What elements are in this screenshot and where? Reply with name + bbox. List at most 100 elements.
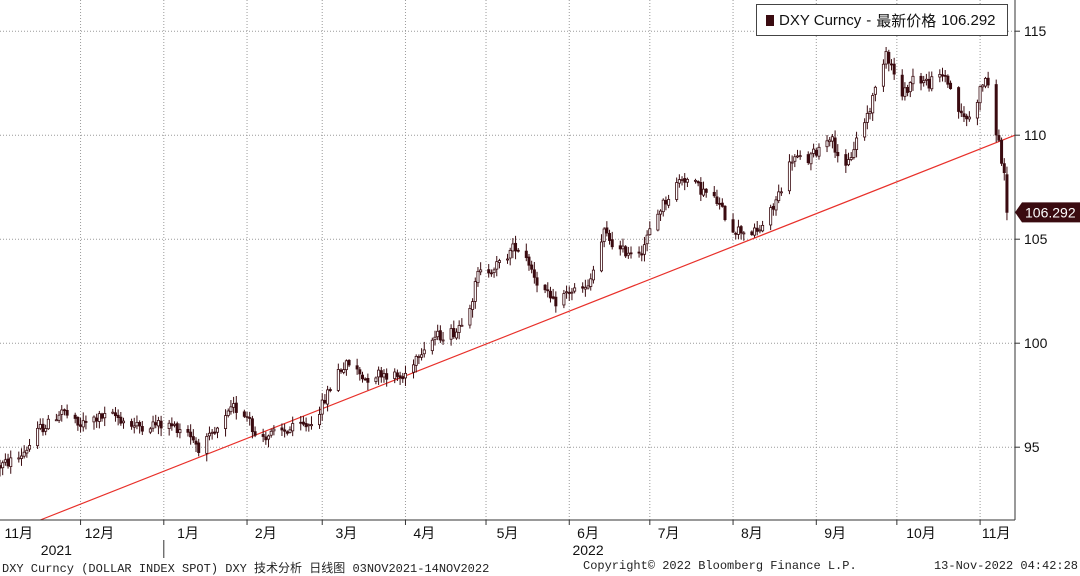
candle-body-up	[173, 423, 177, 426]
candle-body-up	[412, 364, 416, 373]
candle-body-up	[621, 245, 625, 250]
candle-body-up	[81, 420, 85, 428]
candle-body-down	[355, 365, 359, 370]
candle-body-up	[492, 269, 496, 274]
candle-body-up	[326, 389, 330, 405]
trendline-layer	[40, 134, 1016, 521]
candles	[0, 47, 1009, 477]
candle-body-down	[997, 135, 1001, 141]
candle-body-down	[283, 429, 287, 432]
candle-body-up	[224, 415, 228, 429]
candle-body-down	[516, 249, 520, 252]
candle-body-down	[946, 75, 950, 85]
candle-body-up	[17, 457, 21, 460]
candle-body-up	[599, 241, 603, 272]
candle-body-up	[852, 149, 856, 158]
candle-body-up	[591, 269, 595, 281]
candle-body-up	[924, 78, 928, 81]
candle-body-down	[962, 113, 966, 118]
last-price-tag-label: 106.292	[1025, 204, 1076, 220]
candle-body-up	[156, 420, 160, 427]
candle-body-up	[374, 377, 378, 382]
candle-body-up	[809, 153, 813, 165]
candle-body-down	[959, 110, 963, 114]
candle-body-up	[473, 281, 477, 302]
candle-body-down	[328, 389, 332, 392]
candle-body-up	[1, 462, 5, 469]
candle-body-up	[583, 287, 587, 290]
x-year-label: 2022	[572, 542, 603, 558]
candle-body-down	[892, 63, 896, 75]
candle-body-up	[476, 270, 480, 284]
legend-last-price: 106.292	[941, 11, 996, 29]
candle-body-down	[527, 256, 531, 266]
candle-body-up	[626, 252, 630, 256]
candle-body-up	[570, 291, 574, 294]
candle-body-up	[849, 157, 853, 160]
candle-body-down	[301, 421, 305, 425]
candle-body-down	[395, 372, 399, 377]
candle-body-down	[608, 233, 612, 241]
candle-body-up	[272, 428, 276, 432]
candle-body-down	[213, 431, 217, 434]
candle-body-up	[454, 331, 458, 339]
candle-body-down	[159, 420, 163, 429]
candle-body-up	[648, 228, 652, 236]
candle-body-down	[379, 370, 383, 378]
x-month-label: 12月	[85, 525, 115, 541]
candle-body-up	[441, 339, 445, 342]
candle-body-down	[750, 231, 754, 236]
candle-body-down	[610, 239, 614, 248]
candle-body-up	[28, 445, 32, 450]
candle-body-up	[414, 355, 418, 366]
candle-body-up	[790, 161, 794, 164]
candle-body-up	[787, 161, 791, 192]
candle-body-up	[433, 336, 437, 341]
candle-body-up	[288, 429, 292, 433]
candle-body-down	[720, 202, 724, 207]
candle-body-up	[420, 354, 424, 358]
candle-body-up	[736, 226, 740, 235]
candle-body-down	[629, 252, 633, 255]
candle-body-down	[806, 154, 810, 164]
x-month-label: 3月	[335, 525, 357, 541]
candle-body-down	[347, 359, 351, 366]
candle-body-down	[79, 424, 83, 427]
candle-body-down	[664, 200, 668, 205]
candle-body-up	[57, 414, 61, 421]
candle-body-up	[642, 244, 646, 255]
candle-body-up	[573, 287, 577, 292]
candle-body-down	[906, 87, 910, 93]
candle-body-down	[366, 377, 370, 383]
candle-body-down	[339, 369, 343, 372]
candle-body-up	[769, 207, 773, 226]
candle-body-up	[403, 372, 407, 379]
candle-body-up	[871, 95, 875, 114]
candle-body-up	[667, 199, 671, 206]
candle-body-down	[683, 178, 687, 183]
candle-body-down	[398, 375, 402, 379]
candle-body-up	[495, 261, 499, 270]
x-month-label: 11月	[5, 525, 34, 541]
candle-body-up	[342, 369, 346, 373]
candle-body-down	[264, 436, 268, 441]
candle-body-up	[661, 199, 665, 213]
candle-body-down	[548, 290, 552, 299]
candle-body-up	[981, 84, 985, 88]
candle-body-down	[943, 74, 947, 77]
candle-body-down	[73, 414, 77, 419]
candle-body-up	[344, 360, 348, 371]
candle-body-down	[844, 154, 848, 166]
candle-body-down	[618, 245, 622, 250]
candle-body-down	[84, 421, 88, 423]
candle-body-down	[285, 431, 289, 434]
candle-body-up	[938, 73, 942, 78]
candle-body-up	[911, 75, 915, 85]
candle-body-up	[245, 415, 249, 418]
candle-body-down	[723, 205, 727, 221]
candle-body-up	[291, 423, 295, 432]
footer-description: DXY Curncy (DOLLAR INDEX SPOT) DXY 技术分析 …	[2, 562, 490, 576]
candle-body-up	[777, 191, 781, 202]
candle-body-up	[562, 293, 566, 306]
